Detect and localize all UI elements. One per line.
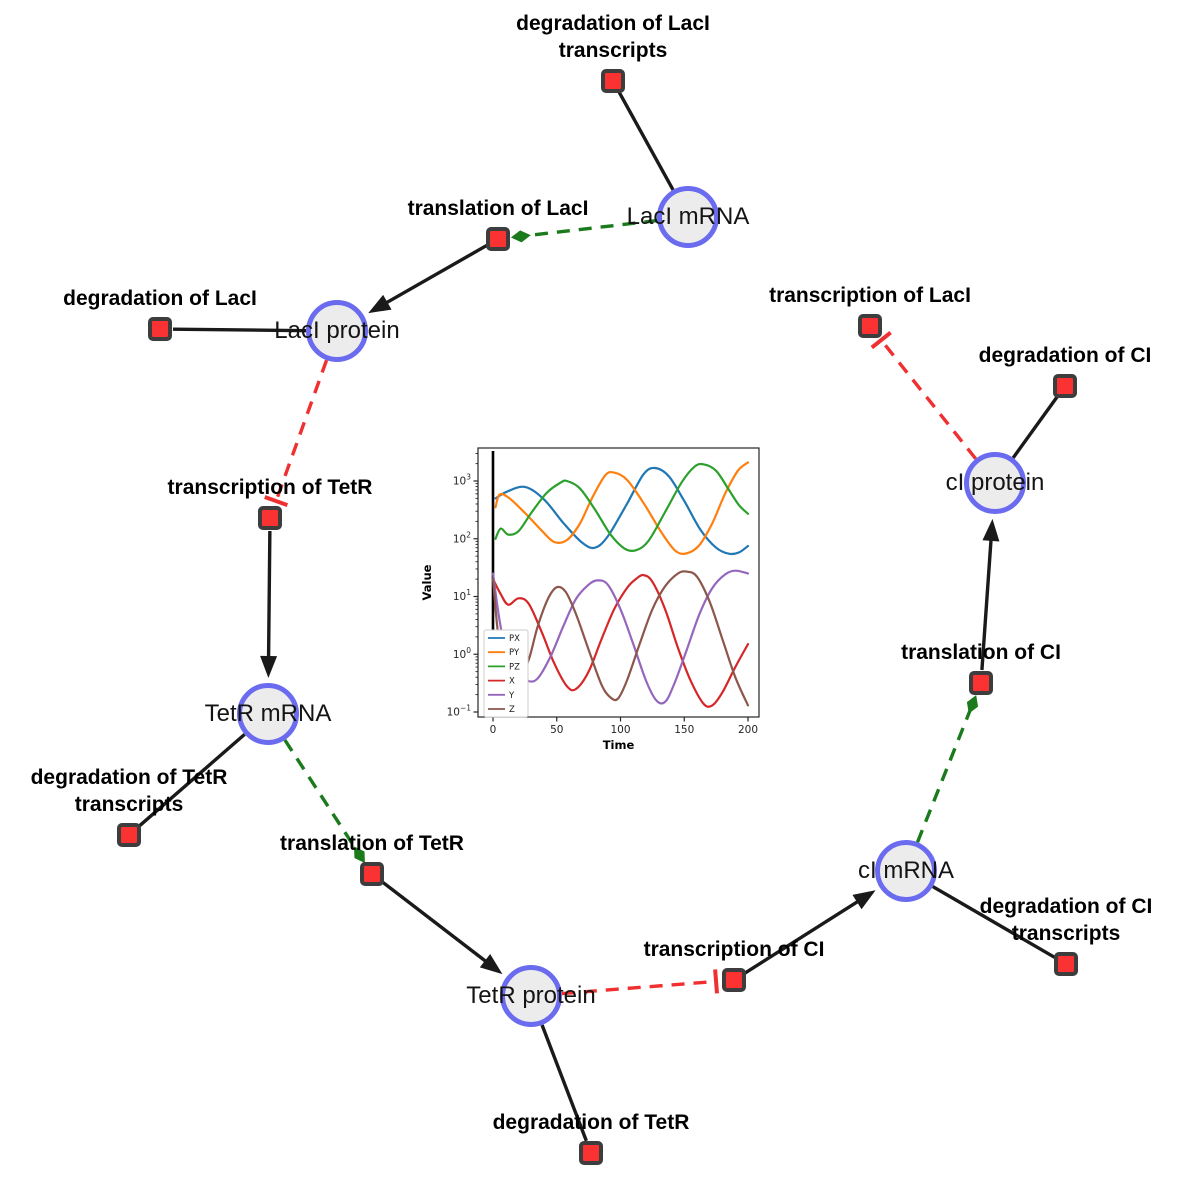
reaction-node-transl-laci	[486, 227, 510, 251]
reaction-label-transc-laci: transcription of LacI	[769, 284, 971, 307]
legend-label-pz: PZ	[509, 662, 520, 672]
reaction-label-deg-ci: degradation of CI	[978, 344, 1152, 367]
edge-product-transl-laci-laci-protein	[381, 243, 488, 307]
species-node-ci-protein	[964, 452, 1026, 514]
reaction-label-transc-tetr: transcription of TetR	[167, 476, 373, 499]
reaction-label-transl-ci: translation of CI	[901, 641, 1061, 664]
species-node-tetr-mrna	[237, 683, 299, 745]
reaction-node-deg-laci	[148, 317, 172, 341]
reaction-label-deg-tetr-tr: degradation of TetR transcripts	[30, 766, 228, 816]
species-node-tetr-protein	[500, 965, 562, 1027]
species-label-ci-protein: cI protein	[945, 469, 1045, 496]
edge-inhibition-tetr-protein-transc-ci-tee	[713, 969, 719, 994]
edge-product-transl-tetr-tetr-protein-arrowhead	[479, 953, 503, 975]
species-node-ci-mrna	[875, 840, 937, 902]
reaction-node-transc-ci	[722, 968, 746, 992]
edge-modifier-laci-mrna-transl-laci-diamond	[510, 230, 531, 243]
species-label-laci-protein: LacI protein	[274, 317, 400, 344]
edge-product-transl-laci-laci-protein-arrowhead	[368, 294, 392, 314]
reaction-node-deg-tetr	[579, 1141, 603, 1165]
species-label-laci-mrna: LacI mRNA	[626, 203, 750, 230]
x-tick-label: 0	[490, 724, 497, 736]
reaction-label-deg-laci: degradation of LacI	[63, 287, 257, 310]
reaction-node-transc-tetr	[258, 506, 282, 530]
x-axis-label: Time	[603, 738, 635, 752]
edge-product-transl-ci-ci-protein	[980, 534, 994, 671]
legend-label-px: PX	[509, 634, 520, 644]
legend-label-z: Z	[509, 705, 515, 715]
edge-inhibition-laci-protein-transc-tetr	[274, 359, 329, 502]
legend-label-py: PY	[509, 648, 520, 658]
reaction-node-deg-laci-tr	[601, 69, 625, 93]
x-tick-label: 100	[610, 724, 630, 736]
reaction-label-transl-tetr: translation of TetR	[280, 832, 464, 855]
reaction-node-transc-laci	[858, 314, 882, 338]
edge-product-transl-tetr-tetr-protein	[381, 880, 491, 966]
reaction-label-deg-ci-tr: degradation of CI transcripts	[979, 895, 1153, 945]
edge-product-transl-ci-ci-protein-arrowhead	[982, 518, 1000, 542]
x-tick-label: 150	[674, 724, 694, 736]
edge-modifier-ci-mrna-transl-ci-diamond	[966, 695, 979, 714]
x-tick-label: 200	[738, 724, 758, 736]
edge-modifier-ci-mrna-transl-ci	[915, 710, 972, 843]
edge-product-transc-ci-ci-mrna	[744, 897, 863, 975]
reaction-label-deg-tetr: degradation of TetR	[492, 1111, 690, 1134]
edge-reactant-laci-mrna-deg-laci-tr	[617, 91, 675, 191]
edge-modifier-tetr-mrna-transl-tetr-diamond	[354, 846, 365, 864]
edge-product-transc-ci-ci-mrna-arrowhead	[852, 890, 876, 910]
edge-reactant-ci-protein-deg-ci	[1011, 395, 1059, 459]
reaction-label-transc-ci: transcription of CI	[643, 938, 825, 961]
y-axis-label: Value	[420, 564, 434, 600]
species-label-ci-mrna: cI mRNA	[858, 857, 954, 884]
x-tick-label: 50	[550, 724, 563, 736]
reaction-node-deg-tetr-tr	[117, 823, 141, 847]
edge-reactant-laci-protein-deg-laci	[172, 327, 307, 333]
edge-reactant-tetr-protein-deg-tetr	[540, 1024, 588, 1142]
reaction-label-deg-laci-tr: degradation of LacI transcripts	[516, 12, 710, 62]
edge-product-transc-tetr-tetr-mrna-arrowhead	[260, 655, 278, 679]
species-node-laci-protein	[306, 300, 368, 362]
reaction-node-transl-tetr	[360, 862, 384, 886]
edge-inhibition-laci-protein-transc-tetr-tee	[264, 495, 289, 507]
edge-reactant-ci-mrna-deg-ci-tr	[931, 885, 1056, 959]
reaction-node-deg-ci-tr	[1054, 952, 1078, 976]
axes-frame	[477, 447, 760, 718]
reaction-node-deg-ci	[1053, 374, 1077, 398]
reaction-node-transl-ci	[969, 671, 993, 695]
series-line-z	[491, 570, 750, 707]
edge-reactant-tetr-mrna-deg-tetr-tr	[137, 733, 246, 828]
reaction-label-transl-laci: translation of LacI	[407, 197, 589, 220]
species-node-laci-mrna	[657, 186, 719, 248]
edge-inhibition-ci-protein-transc-laci	[879, 339, 978, 460]
series-line-x	[491, 573, 750, 708]
species-label-tetr-protein: TetR protein	[466, 982, 596, 1009]
legend-label-x: X	[509, 677, 515, 687]
edge-product-transc-tetr-tetr-mrna	[266, 530, 272, 663]
legend-label-y: Y	[508, 691, 515, 701]
edge-inhibition-tetr-protein-transc-ci	[561, 979, 717, 996]
species-label-tetr-mrna: TetR mRNA	[204, 700, 332, 727]
legend-box	[483, 629, 529, 718]
series-line-py	[494, 461, 750, 555]
edge-inhibition-ci-protein-transc-laci-tee	[870, 331, 892, 350]
series-line-pz	[494, 462, 750, 553]
